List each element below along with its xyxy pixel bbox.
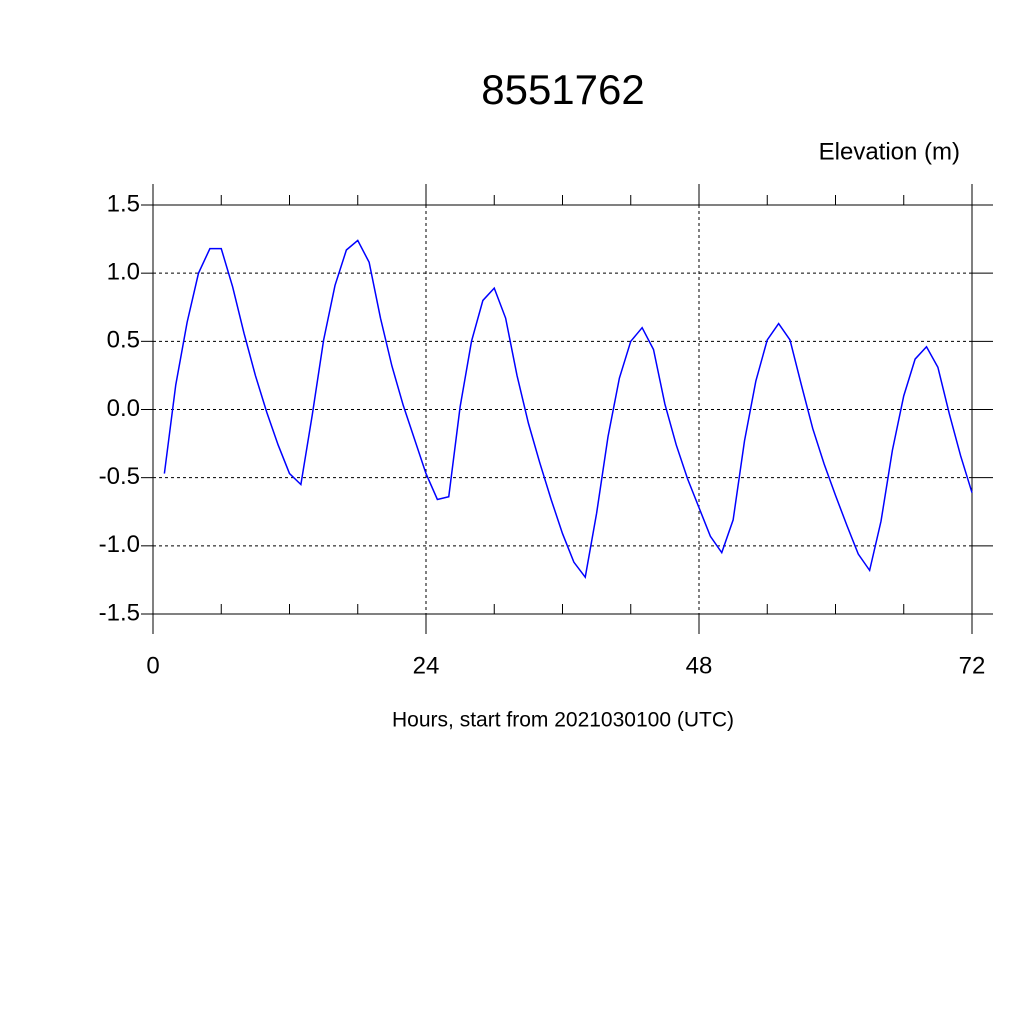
y-tick-label: -0.5 — [99, 463, 140, 490]
x-tick-label: 24 — [413, 652, 440, 679]
x-axis-label: Hours, start from 2021030100 (UTC) — [392, 709, 734, 732]
y-axis-label: Elevation (m) — [819, 138, 960, 165]
y-tick-label: -1.0 — [99, 531, 140, 558]
chart-title: 8551762 — [481, 66, 645, 113]
y-tick-label: 0.0 — [107, 395, 140, 422]
y-tick-label: 1.5 — [107, 190, 140, 217]
x-tick-label: 72 — [959, 652, 986, 679]
y-tick-label: 0.5 — [107, 327, 140, 354]
x-tick-label: 0 — [146, 652, 159, 679]
data-line — [163, 239, 973, 580]
y-tick-label: -1.5 — [99, 599, 140, 626]
y-tick-label: 1.0 — [107, 259, 140, 286]
x-tick-label: 48 — [686, 652, 713, 679]
